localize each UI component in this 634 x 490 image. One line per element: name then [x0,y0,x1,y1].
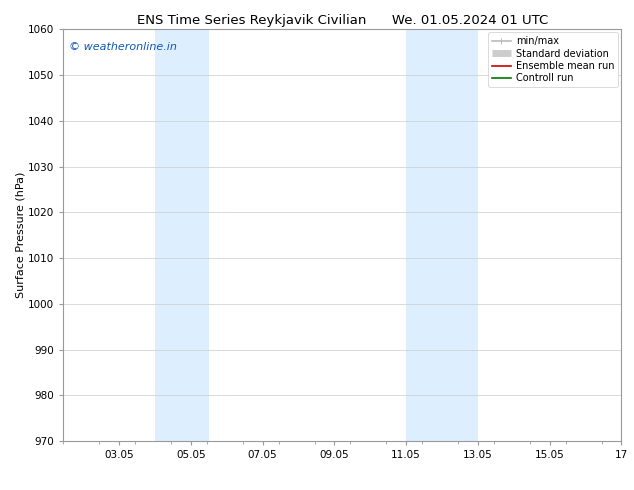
Bar [155,29,209,441]
Bar [406,29,478,441]
Text: © weatheronline.in: © weatheronline.in [69,42,177,52]
Legend: min/max, Standard deviation, Ensemble mean run, Controll run: min/max, Standard deviation, Ensemble me… [488,32,618,87]
Title: ENS Time Series Reykjavik Civilian      We. 01.05.2024 01 UTC: ENS Time Series Reykjavik Civilian We. 0… [137,14,548,27]
Y-axis label: Surface Pressure (hPa): Surface Pressure (hPa) [15,172,25,298]
